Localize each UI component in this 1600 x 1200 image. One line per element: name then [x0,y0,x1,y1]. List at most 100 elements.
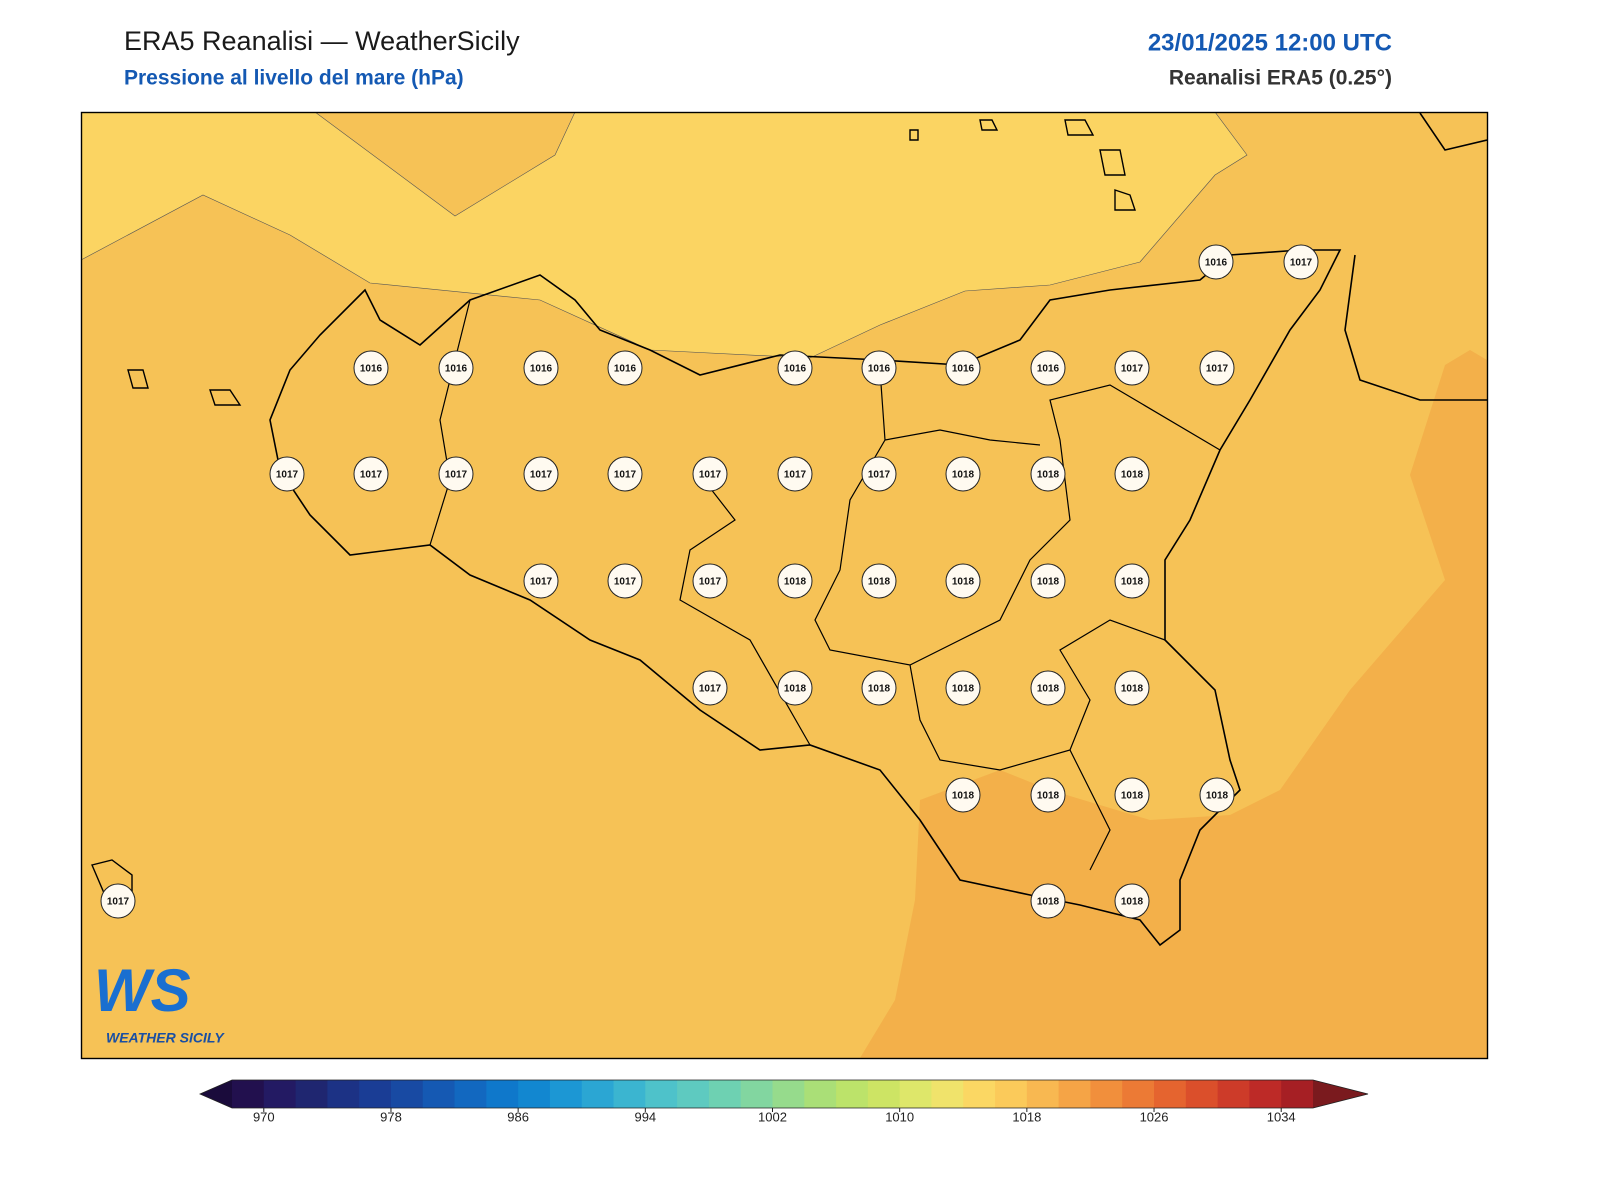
pressure-label: 1017 [699,470,722,481]
pressure-labels: 1016 1017 1016 1016 1016 1016 1016 1016 1016 1016… [100,244,1319,919]
label-marker [523,563,559,599]
title: ERA5 Reanalisi — WeatherSicily [124,26,520,56]
pressure-label: 1016 [784,364,807,375]
pressure-label: 1018 [1037,897,1060,908]
map [82,113,1487,1058]
pressure-label: 1018 [1121,897,1144,908]
colorbar-bin [1217,1080,1250,1108]
label-marker [861,670,897,706]
label-marker [945,563,981,599]
colorbar-bin [836,1080,869,1108]
pressure-label: 1018 [952,684,975,695]
label-marker [1030,563,1066,599]
pressure-label: 1018 [1206,791,1229,802]
colorbar-outline [199,1079,1369,1109]
pressure-label: 1016 [360,364,383,375]
pressure-label: 1017 [530,577,553,588]
source: Reanalisi ERA5 (0.25°) [1169,67,1392,90]
label-marker [861,456,897,492]
colorbar-tick-label: 1018 [1012,1109,1041,1124]
colorbar-bin [232,1080,265,1108]
pressure-band [860,350,1487,1058]
colorbar-tick-label: 1002 [758,1109,787,1124]
datetime: 23/01/2025 12:00 UTC [1148,29,1392,56]
logo: WS WEATHER SICILY [94,957,225,1046]
pressure-label: 1017 [1206,364,1229,375]
label-marker [692,563,728,599]
colorbar-tick-label: 1026 [1140,1109,1169,1124]
colorbar: 970 978 986 994 1002 1010 1018 1026 1034 [199,1079,1369,1124]
label-marker [438,456,474,492]
colorbar-bin [1122,1080,1155,1108]
colorbar-bin [581,1080,615,1108]
pressure-label: 1018 [1121,577,1144,588]
region-borders [429,299,1221,871]
label-marker [1030,456,1066,492]
label-marker [1114,670,1150,706]
colorbar-bin [708,1080,742,1108]
colorbar-bin [740,1080,773,1108]
pressure-label: 1018 [1121,791,1144,802]
pressure-label: 1017 [699,684,722,695]
label-marker [1199,777,1235,813]
colorbar-bin [772,1080,805,1108]
colorbar-bin [518,1080,551,1108]
label-marker [438,350,474,386]
colorbar-bin [1026,1080,1060,1108]
colorbar-tick-label: 1010 [885,1109,914,1124]
pressure-label: 1018 [1037,791,1060,802]
colorbar-tick-label: 1034 [1267,1109,1296,1124]
pressure-label: 1017 [276,470,299,481]
colorbar-bin [613,1080,646,1108]
colorbar-bin [867,1080,901,1108]
label-marker [1198,244,1234,280]
label-marker [607,350,643,386]
colorbar-bin [1154,1080,1187,1108]
pressure-label: 1016 [1205,258,1228,269]
pressure-label: 1017 [699,577,722,588]
pressure-label: 1017 [868,470,891,481]
pressure-label: 1017 [1121,364,1144,375]
label-marker [100,883,136,919]
pressure-label: 1016 [952,364,975,375]
label-marker [945,456,981,492]
label-marker [523,350,559,386]
colorbar-bin [295,1080,328,1108]
colorbar-bin [1090,1080,1123,1108]
colorbar-bin [549,1080,583,1108]
label-marker [1199,350,1235,386]
pressure-label: 1017 [784,470,807,481]
colorbar-under [200,1080,232,1108]
label-marker [945,670,981,706]
colorbar-bin [1058,1080,1091,1108]
label-marker [777,563,813,599]
label-marker [523,456,559,492]
subtitle: Pressione al livello del mare (hPa) [124,67,464,90]
colorbar-bin [422,1080,456,1108]
label-marker [607,456,643,492]
label-marker [777,350,813,386]
pressure-label: 1016 [868,364,891,375]
pressure-label: 1018 [1121,470,1144,481]
colorbar-bin [1185,1080,1219,1108]
pressure-label: 1016 [445,364,468,375]
pressure-label: 1018 [868,577,891,588]
label-marker [1114,456,1150,492]
pressure-label: 1018 [784,577,807,588]
pressure-label: 1017 [360,470,383,481]
colorbar-bin [486,1080,519,1108]
colorbar-bin [1249,1080,1282,1108]
logo-text: WEATHER SICILY [106,1030,225,1046]
label-marker [777,670,813,706]
pressure-label: 1016 [530,364,553,375]
colorbar-bin [899,1080,932,1108]
pressure-label: 1018 [784,684,807,695]
label-marker [1030,670,1066,706]
pressure-label: 1017 [614,470,637,481]
colorbar-bin [1281,1080,1314,1108]
pressure-band [82,113,1248,359]
label-marker [692,456,728,492]
colorbar-bin [359,1080,392,1108]
